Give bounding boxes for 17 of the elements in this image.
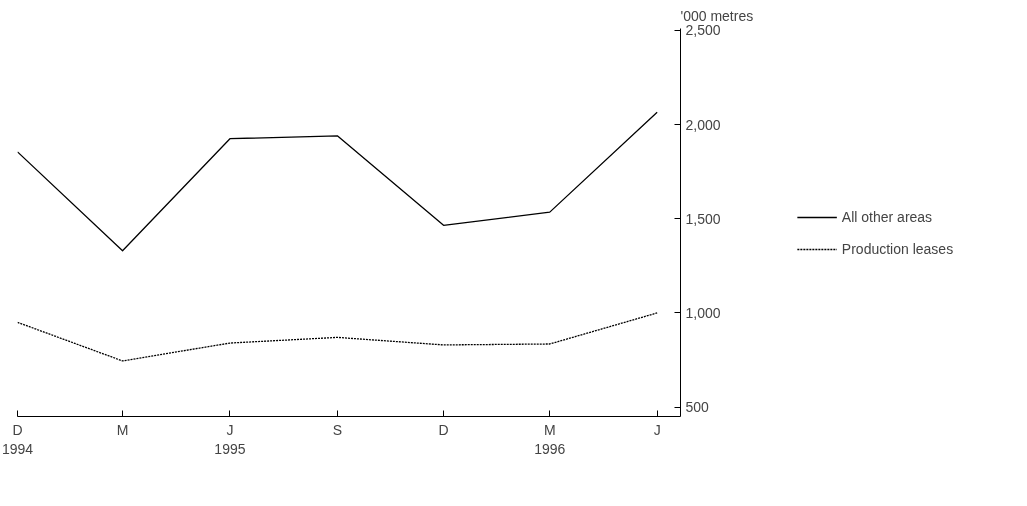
x-tick-label: S	[332, 421, 342, 438]
y-tick-label: 1,000	[685, 304, 721, 321]
y-tick-label: 2,000	[685, 116, 721, 133]
x-tick-label: D	[438, 421, 449, 438]
y-axis-title: '000 metres	[680, 7, 754, 24]
y-tick-label: 1,500	[685, 210, 721, 227]
y-tick-label: 500	[685, 399, 710, 416]
line-series	[17, 312, 658, 362]
x-tick-label: J 1995	[214, 421, 246, 457]
x-tick-label: M	[116, 421, 129, 438]
legend-label: Production leases	[841, 240, 954, 257]
x-tick-label: J	[653, 421, 661, 438]
x-tick-label: D 1994	[1, 421, 34, 457]
x-tick-label: M 1996	[534, 421, 566, 457]
legend-label: All other areas	[841, 208, 933, 225]
line-series	[17, 111, 658, 252]
y-tick-label: 2,500	[685, 22, 721, 39]
